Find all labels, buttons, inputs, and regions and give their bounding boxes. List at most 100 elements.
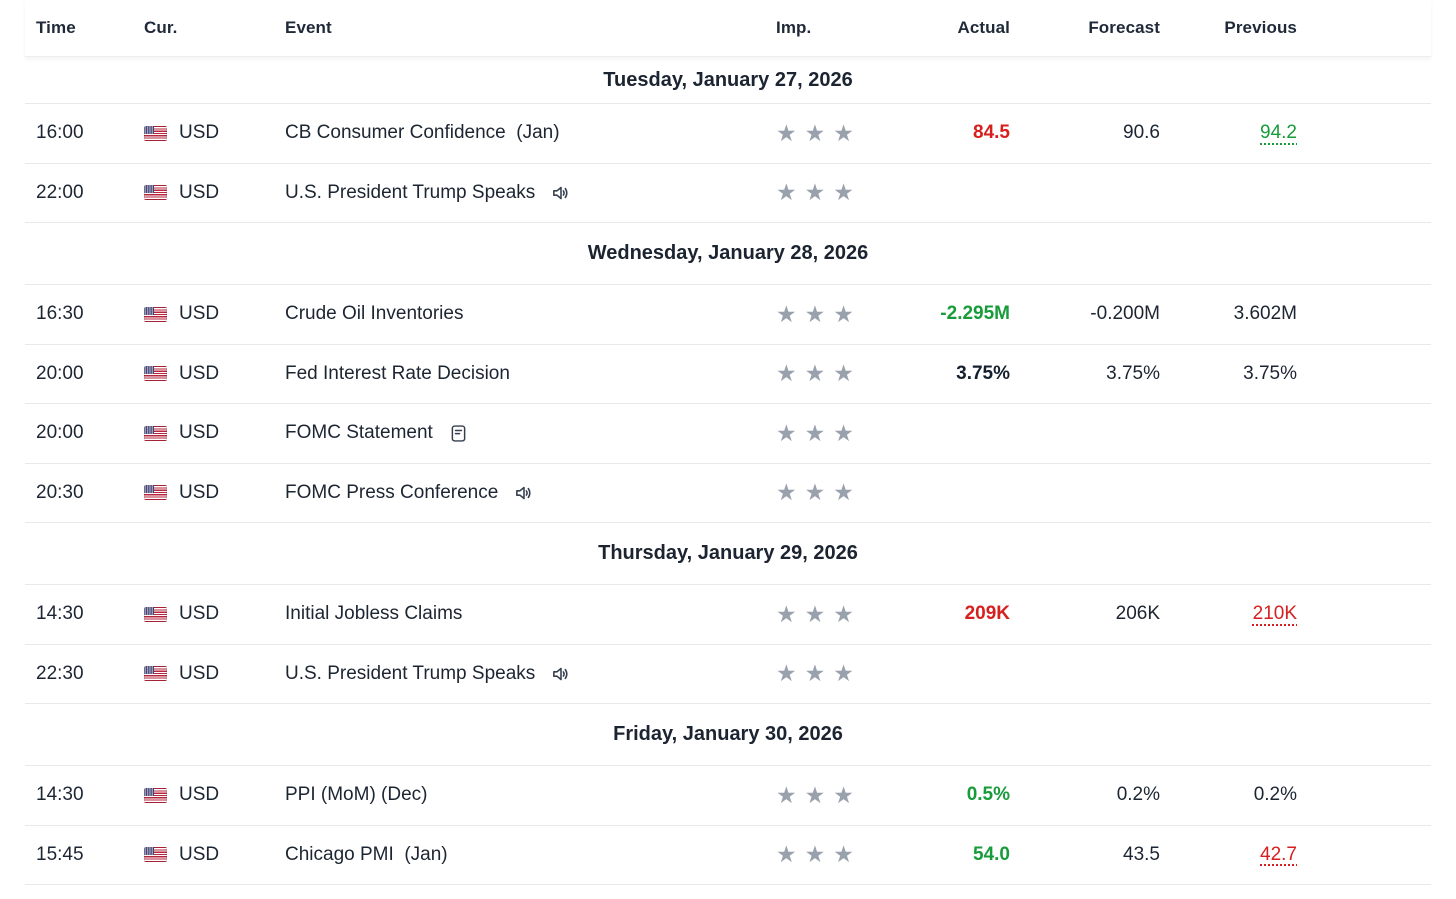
star-icon: ★ (776, 841, 797, 868)
event-name[interactable]: Initial Jobless Claims (285, 603, 463, 625)
previous-value: 0.2% (1253, 784, 1297, 806)
actual-cell: 3.75% (865, 363, 1010, 385)
event-time: 22:30 (36, 662, 84, 684)
star-icon: ★ (776, 781, 797, 808)
table-row[interactable]: 14:30 USD Initial Jobless Claims ★ ★ ★ 209… (25, 585, 1431, 645)
event-time: 16:30 (36, 303, 84, 325)
actual-value: 84.5 (973, 122, 1010, 144)
actual-value: -2.295M (940, 303, 1010, 325)
event-cell: U.S. President Trump Speaks (285, 663, 770, 685)
actual-value: 54.0 (973, 843, 1010, 865)
table-row[interactable]: 14:30 USD PPI (MoM) (Dec) ★ ★ ★ 0.5% 0.2% … (25, 766, 1431, 826)
event-name[interactable]: FOMC Statement (285, 422, 433, 444)
importance-stars: ★ ★ ★ (770, 119, 865, 146)
currency-cell: USD (144, 363, 285, 385)
event-name[interactable]: PPI (MoM) (Dec) (285, 784, 428, 806)
us-flag-icon (144, 606, 167, 622)
event-name[interactable]: FOMC Press Conference (285, 481, 499, 503)
star-icon: ★ (776, 419, 797, 446)
currency-label: USD (179, 603, 220, 625)
currency-cell: USD (144, 603, 285, 625)
currency-label: USD (179, 122, 220, 144)
star-icon: ★ (833, 179, 854, 206)
event-name[interactable]: Chicago PMI (Jan) (285, 843, 448, 865)
us-flag-icon (144, 185, 167, 201)
actual-cell: 84.5 (865, 122, 1010, 144)
previous-cell: 94.2 (1160, 122, 1297, 144)
currency-cell: USD (144, 482, 285, 504)
star-icon: ★ (804, 119, 826, 146)
report-icon[interactable] (448, 423, 469, 444)
column-header-time: Time (36, 18, 76, 37)
currency-label: USD (179, 662, 220, 684)
event-cell: Crude Oil Inventories (285, 303, 770, 325)
importance-stars: ★ ★ ★ (770, 843, 865, 866)
forecast-cell: -0.200M (1010, 303, 1160, 325)
forecast-value: -0.200M (1090, 303, 1160, 325)
previous-value[interactable]: 210K (1252, 603, 1297, 625)
currency-cell: USD (144, 122, 285, 144)
importance-stars: ★ ★ ★ (770, 781, 865, 808)
star-icon: ★ (776, 360, 797, 387)
forecast-cell: 90.6 (1010, 122, 1160, 144)
table-row[interactable]: 22:00 USD U.S. President Trump Speaks ★ ★… (25, 163, 1431, 223)
currency-cell: USD (144, 663, 285, 685)
importance-stars: ★ ★ ★ (770, 181, 865, 204)
us-flag-icon (144, 425, 167, 441)
actual-cell: 0.5% (865, 784, 1010, 806)
star-icon: ★ (833, 479, 854, 506)
column-header-forecast: Forecast (1088, 18, 1160, 37)
star-icon: ★ (833, 419, 854, 446)
event-time: 20:00 (36, 362, 84, 384)
event-cell: FOMC Statement (285, 422, 770, 444)
previous-cell: 3.75% (1160, 363, 1297, 385)
star-icon: ★ (833, 660, 854, 687)
us-flag-icon (144, 787, 167, 803)
star-icon: ★ (776, 179, 797, 206)
actual-value: 3.75% (956, 362, 1010, 384)
star-icon: ★ (804, 300, 826, 327)
currency-label: USD (179, 181, 220, 203)
currency-cell: USD (144, 422, 285, 444)
table-row[interactable]: 16:00 USD CB Consumer Confidence (Jan) ★… (25, 104, 1431, 164)
event-cell: FOMC Press Conference (285, 482, 770, 504)
event-name[interactable]: Crude Oil Inventories (285, 303, 464, 325)
importance-stars: ★ ★ ★ (770, 300, 865, 327)
table-row[interactable]: 16:30 USD Crude Oil Inventories ★ ★ ★ -2.2… (25, 285, 1431, 345)
event-name[interactable]: U.S. President Trump Speaks (285, 181, 536, 203)
star-icon: ★ (804, 660, 826, 687)
date-header-label: Tuesday, January 27, 2026 (603, 68, 853, 91)
previous-cell: 42.7 (1160, 844, 1297, 866)
date-header-label: Friday, January 30, 2026 (613, 723, 843, 745)
event-name[interactable]: Fed Interest Rate Decision (285, 362, 510, 384)
speaker-icon[interactable] (550, 182, 572, 204)
currency-label: USD (179, 481, 220, 503)
column-header-importance: Imp. (776, 18, 812, 37)
column-header-event: Event (285, 18, 332, 37)
event-name[interactable]: U.S. President Trump Speaks (285, 662, 536, 684)
star-icon: ★ (804, 360, 826, 387)
table-row[interactable]: 20:00 USD FOMC Statement ★ ★ ★ (25, 404, 1431, 464)
forecast-cell: 43.5 (1010, 844, 1160, 866)
previous-value[interactable]: 42.7 (1260, 843, 1297, 865)
event-cell: Fed Interest Rate Decision (285, 363, 770, 385)
forecast-value: 90.6 (1123, 122, 1160, 144)
table-row[interactable]: 20:00 USD Fed Interest Rate Decision ★ ★ ★… (25, 344, 1431, 404)
currency-cell: USD (144, 182, 285, 204)
speaker-icon[interactable] (550, 663, 572, 685)
table-row[interactable]: 20:30 USD FOMC Press Conference ★ ★ ★ (25, 463, 1431, 523)
forecast-cell: 206K (1010, 603, 1160, 625)
speaker-icon[interactable] (513, 482, 535, 504)
table-row[interactable]: 22:30 USD U.S. President Trump Speaks ★ ★… (25, 644, 1431, 704)
previous-value[interactable]: 94.2 (1260, 122, 1297, 144)
star-icon: ★ (776, 479, 797, 506)
column-header-currency: Cur. (144, 18, 178, 37)
event-name[interactable]: CB Consumer Confidence (Jan) (285, 122, 560, 144)
forecast-cell: 0.2% (1010, 784, 1160, 806)
forecast-value: 43.5 (1123, 843, 1160, 865)
calendar-body: Tuesday, January 27, 2026 16:00 USD CB C… (25, 57, 1431, 885)
table-row[interactable]: 15:45 USD Chicago PMI (Jan) ★ ★ ★ 54.0 43.… (25, 825, 1431, 885)
event-cell: CB Consumer Confidence (Jan) (285, 122, 770, 144)
column-header-actual: Actual (957, 18, 1010, 37)
currency-label: USD (179, 303, 220, 325)
